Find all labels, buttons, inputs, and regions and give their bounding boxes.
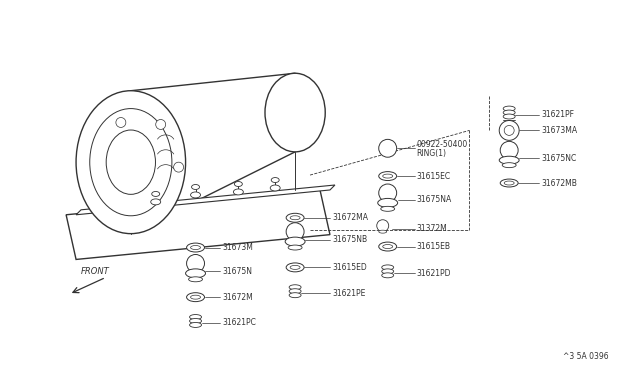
Ellipse shape bbox=[381, 273, 394, 278]
Ellipse shape bbox=[381, 206, 395, 211]
Ellipse shape bbox=[286, 263, 304, 272]
Ellipse shape bbox=[504, 181, 514, 185]
Text: 31673MA: 31673MA bbox=[541, 126, 577, 135]
Text: 31672MB: 31672MB bbox=[541, 179, 577, 187]
Ellipse shape bbox=[381, 269, 394, 274]
Ellipse shape bbox=[189, 323, 202, 327]
Ellipse shape bbox=[191, 246, 200, 250]
Ellipse shape bbox=[290, 216, 300, 220]
Circle shape bbox=[500, 141, 518, 159]
Ellipse shape bbox=[381, 265, 394, 270]
Text: 31615EB: 31615EB bbox=[417, 242, 451, 251]
Ellipse shape bbox=[234, 189, 243, 195]
Ellipse shape bbox=[191, 192, 200, 198]
Ellipse shape bbox=[191, 185, 200, 189]
Text: 31621PD: 31621PD bbox=[417, 269, 451, 278]
Ellipse shape bbox=[289, 293, 301, 298]
Ellipse shape bbox=[379, 171, 397, 180]
Ellipse shape bbox=[286, 213, 304, 222]
Ellipse shape bbox=[187, 243, 205, 252]
Ellipse shape bbox=[76, 91, 186, 234]
Ellipse shape bbox=[106, 130, 156, 194]
Circle shape bbox=[379, 140, 397, 157]
Ellipse shape bbox=[271, 177, 279, 183]
Text: 31675NC: 31675NC bbox=[541, 154, 576, 163]
Ellipse shape bbox=[186, 269, 205, 278]
Ellipse shape bbox=[288, 245, 302, 250]
Circle shape bbox=[379, 184, 397, 202]
Ellipse shape bbox=[383, 174, 393, 178]
Circle shape bbox=[187, 254, 205, 272]
Text: ^3 5A 0396: ^3 5A 0396 bbox=[563, 352, 609, 361]
Ellipse shape bbox=[189, 277, 202, 282]
Ellipse shape bbox=[383, 244, 393, 248]
Text: 31372M: 31372M bbox=[417, 224, 447, 233]
Ellipse shape bbox=[285, 237, 305, 246]
Text: 31621PF: 31621PF bbox=[541, 110, 574, 119]
Ellipse shape bbox=[151, 199, 161, 205]
Circle shape bbox=[116, 118, 126, 128]
Text: 31675N: 31675N bbox=[223, 267, 252, 276]
Ellipse shape bbox=[90, 109, 172, 216]
Text: 00922-50400: 00922-50400 bbox=[417, 140, 468, 149]
Circle shape bbox=[173, 162, 184, 172]
Ellipse shape bbox=[289, 289, 301, 294]
Text: 31615ED: 31615ED bbox=[332, 263, 367, 272]
Ellipse shape bbox=[502, 163, 516, 168]
Ellipse shape bbox=[499, 156, 519, 164]
Text: 31621PE: 31621PE bbox=[332, 289, 365, 298]
Ellipse shape bbox=[152, 192, 160, 196]
Ellipse shape bbox=[289, 285, 301, 290]
Ellipse shape bbox=[379, 230, 387, 233]
Ellipse shape bbox=[378, 198, 397, 207]
Ellipse shape bbox=[379, 242, 397, 251]
Text: 31672M: 31672M bbox=[223, 293, 253, 302]
Text: RING(1): RING(1) bbox=[417, 149, 447, 158]
Text: 31675NB: 31675NB bbox=[332, 235, 367, 244]
Text: 31672MA: 31672MA bbox=[332, 213, 368, 222]
Ellipse shape bbox=[270, 185, 280, 191]
Circle shape bbox=[499, 121, 519, 140]
Circle shape bbox=[504, 125, 514, 135]
Ellipse shape bbox=[234, 182, 243, 186]
Ellipse shape bbox=[503, 106, 515, 111]
Polygon shape bbox=[66, 190, 330, 259]
Circle shape bbox=[377, 220, 388, 232]
Circle shape bbox=[286, 223, 304, 241]
Ellipse shape bbox=[189, 318, 202, 324]
Polygon shape bbox=[76, 185, 335, 215]
Ellipse shape bbox=[500, 179, 518, 187]
Ellipse shape bbox=[503, 114, 515, 119]
Ellipse shape bbox=[290, 265, 300, 269]
Ellipse shape bbox=[189, 315, 202, 320]
Ellipse shape bbox=[187, 293, 205, 302]
Text: 31673M: 31673M bbox=[223, 243, 253, 252]
Text: 31621PC: 31621PC bbox=[223, 318, 256, 327]
Text: 31675NA: 31675NA bbox=[417, 195, 452, 204]
Text: 31615EC: 31615EC bbox=[417, 171, 451, 180]
Ellipse shape bbox=[191, 295, 200, 299]
Text: FRONT: FRONT bbox=[81, 267, 110, 276]
Ellipse shape bbox=[503, 110, 515, 115]
Circle shape bbox=[156, 119, 166, 129]
Ellipse shape bbox=[265, 73, 325, 152]
